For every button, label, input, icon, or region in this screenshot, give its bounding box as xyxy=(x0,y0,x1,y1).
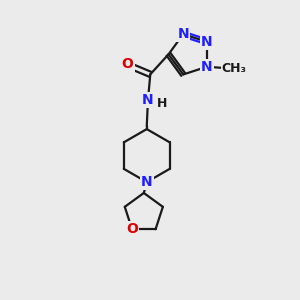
Text: O: O xyxy=(126,222,138,236)
Text: N: N xyxy=(201,35,213,49)
Text: N: N xyxy=(141,175,153,189)
Text: methyl: methyl xyxy=(230,67,234,68)
Text: O: O xyxy=(122,57,134,71)
Text: H: H xyxy=(158,97,168,110)
Text: N: N xyxy=(177,27,189,41)
Text: N: N xyxy=(201,60,213,74)
Text: CH₃: CH₃ xyxy=(222,62,247,75)
Text: N: N xyxy=(142,93,154,107)
